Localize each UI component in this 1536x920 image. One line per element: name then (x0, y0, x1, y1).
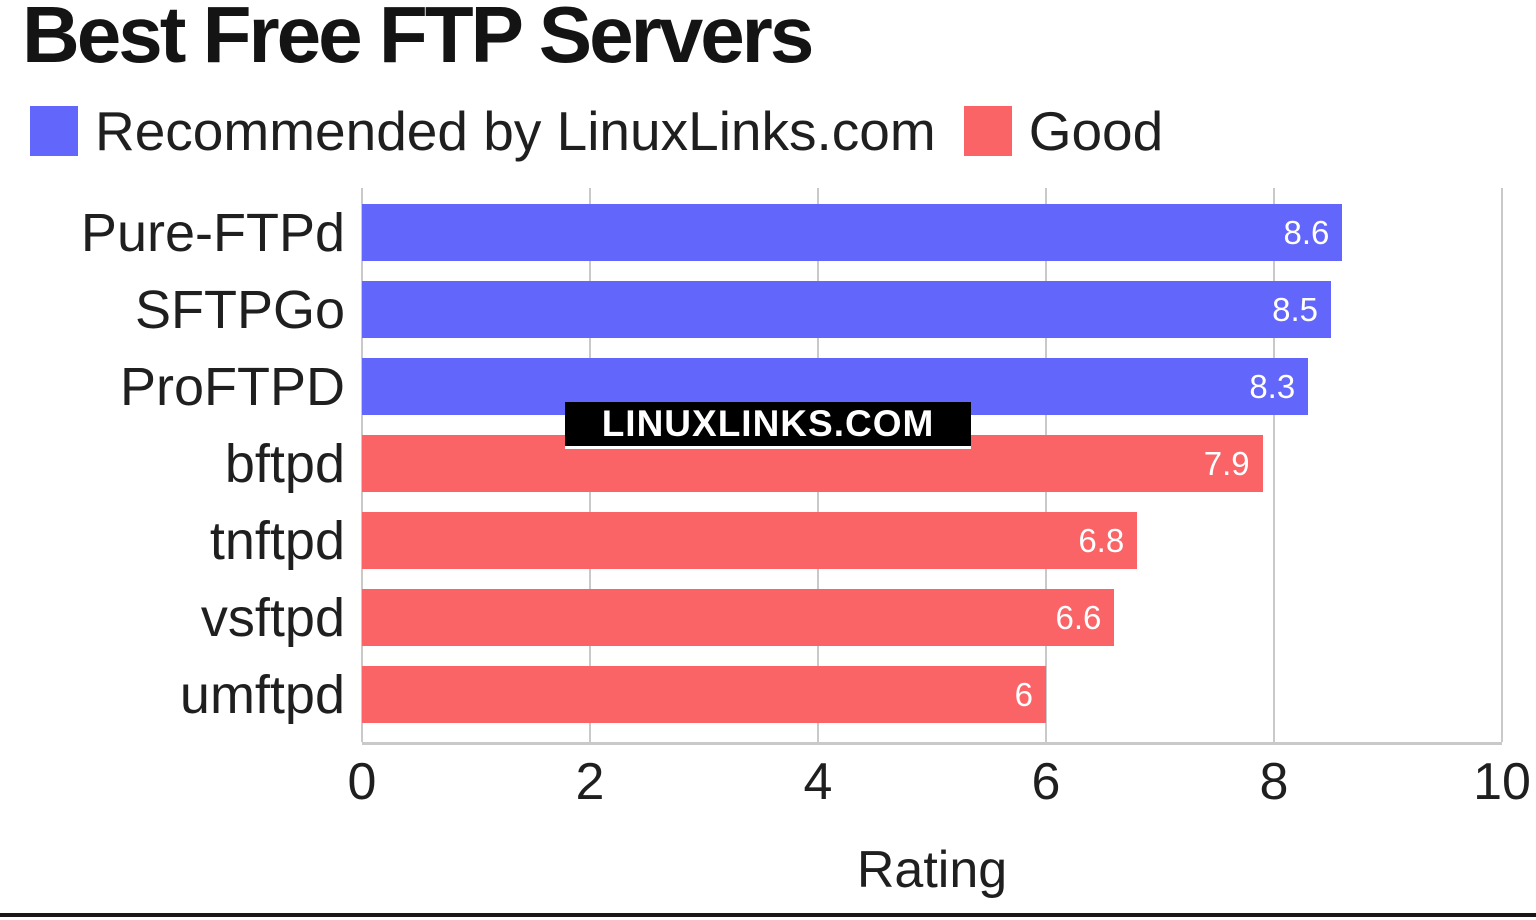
bar-value-label: 8.3 (1249, 368, 1296, 405)
chart-row: Pure-FTPd 8.6 (81, 204, 1502, 261)
legend-swatch-good-icon (963, 106, 1012, 156)
bar-value-label: 8.5 (1272, 291, 1318, 328)
category-label: tnftpd (209, 510, 345, 571)
x-tick-label: 10 (1473, 753, 1531, 811)
bar-value-label: 6.8 (1078, 522, 1125, 559)
category-label: umftpd (179, 664, 345, 725)
category-label: bftpd (224, 433, 345, 494)
category-label: vsftpd (200, 587, 345, 648)
bar-tnftpd: 6.8 (362, 512, 1138, 569)
bar-Pure-FTPd: 8.6 (362, 204, 1343, 261)
chart-row: SFTPGo 8.5 (135, 281, 1502, 338)
bottom-border-line (0, 913, 1536, 917)
x-tick-label: 2 (575, 753, 605, 811)
category-label: Pure-FTPd (80, 202, 345, 263)
x-tick-label: 0 (347, 753, 377, 811)
category-label: ProFTPD (119, 356, 345, 417)
category-label: SFTPGo (134, 279, 345, 340)
gridline-x-10 (1501, 188, 1503, 742)
watermark: LINUXLINKS.COM (565, 402, 971, 449)
legend: Recommended by LinuxLinks.com Good (30, 102, 1163, 160)
legend-label-good: Good (1028, 100, 1164, 162)
bar-value-label: 6.6 (1055, 599, 1102, 636)
chart-row: umftpd 6 (180, 666, 1502, 723)
bar-value-label: 8.6 (1283, 214, 1330, 251)
x-tick-label: 8 (1259, 753, 1289, 811)
chart-row: tnftpd 6.8 (210, 512, 1502, 569)
chart-row: vsftpd 6.6 (201, 589, 1502, 646)
bar-vsftpd: 6.6 (362, 589, 1115, 646)
legend-item-recommended: Recommended by LinuxLinks.com (30, 102, 936, 160)
legend-swatch-recommended-icon (30, 106, 78, 156)
gridline-x-8 (1273, 188, 1275, 742)
chart-row: bftpd 7.9 (225, 435, 1502, 492)
bar-value-label: 6 (1014, 676, 1033, 713)
x-tick-label: 6 (1031, 753, 1061, 811)
bar-SFTPGo: 8.5 (362, 281, 1331, 338)
x-axis-label: Rating (856, 841, 1008, 899)
x-axis-ticks: 0 2 4 6 8 10 (348, 752, 1531, 812)
legend-label-recommended: Recommended by LinuxLinks.com (95, 100, 936, 162)
bar-value-label: 7.9 (1203, 445, 1250, 482)
chart-title: Best Free FTP Servers (22, 0, 814, 79)
plot-area: Pure-FTPd 8.6 SFTPGo 8.5 ProFTPD 8.3 bftpd 7.9 t… (81, 188, 1503, 745)
bar-umftpd: 6 (362, 666, 1046, 723)
legend-item-good: Good (963, 100, 1164, 162)
x-tick-label: 4 (803, 753, 833, 811)
